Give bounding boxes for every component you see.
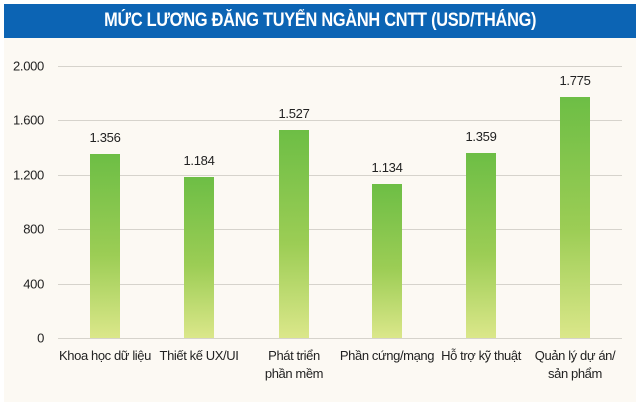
bar-value-label: 1.775 — [559, 73, 591, 88]
gridline — [58, 120, 622, 121]
chart-title-banner: MỨC LƯƠNG ĐĂNG TUYỂN NGÀNH CNTT (USD/THÁ… — [4, 4, 636, 38]
bar — [560, 97, 590, 338]
x-label-line2: sản phẩm — [548, 366, 602, 381]
x-label-line2: phần mềm — [264, 366, 324, 381]
gridline — [58, 284, 622, 285]
bar — [90, 154, 120, 338]
y-tick-label: 1.600 — [12, 112, 44, 128]
y-tick-label: 800 — [23, 221, 44, 237]
bar — [372, 184, 402, 338]
y-tick-label: 0 — [37, 330, 44, 346]
gridline — [58, 175, 622, 176]
x-category-label: Thiết kế UX/UI — [144, 347, 254, 365]
bar — [466, 153, 496, 338]
x-category-label: Khoa học dữ liệu — [50, 347, 160, 365]
bar-value-label: 1.134 — [371, 160, 403, 175]
x-category-label: Hỗ trợ kỹ thuật — [426, 347, 536, 365]
x-label-line1: Thiết kế UX/UI — [159, 348, 239, 363]
x-label-line1: Khoa học dữ liệu — [59, 348, 151, 363]
x-label-line1: Phát triển — [268, 348, 320, 363]
y-tick-label: 1.200 — [12, 167, 44, 183]
bar-value-label: 1.527 — [278, 106, 310, 121]
x-category-label: Phần cứng/mạng — [332, 347, 442, 365]
x-label-line1: Phần cứng/mạng — [339, 348, 435, 363]
x-label-line1: Hỗ trợ kỹ thuật — [441, 348, 521, 363]
x-label-line1: Quản lý dự án/ — [534, 348, 616, 363]
gridline — [58, 66, 622, 67]
y-tick-label: 400 — [23, 276, 44, 292]
x-category-label: Phát triển phần mềm — [239, 347, 349, 383]
y-tick-label: 2.000 — [12, 58, 44, 74]
bar-value-label: 1.356 — [89, 130, 121, 145]
chart-title: MỨC LƯƠNG ĐĂNG TUYỂN NGÀNH CNTT (USD/THÁ… — [103, 10, 537, 31]
x-category-label: Quản lý dự án/sản phẩm — [520, 347, 630, 383]
bar — [184, 177, 214, 338]
bar-value-label: 1.184 — [183, 153, 215, 168]
bar — [279, 130, 309, 338]
gridline — [58, 229, 622, 230]
gridline — [58, 338, 622, 339]
bar-value-label: 1.359 — [465, 129, 497, 144]
